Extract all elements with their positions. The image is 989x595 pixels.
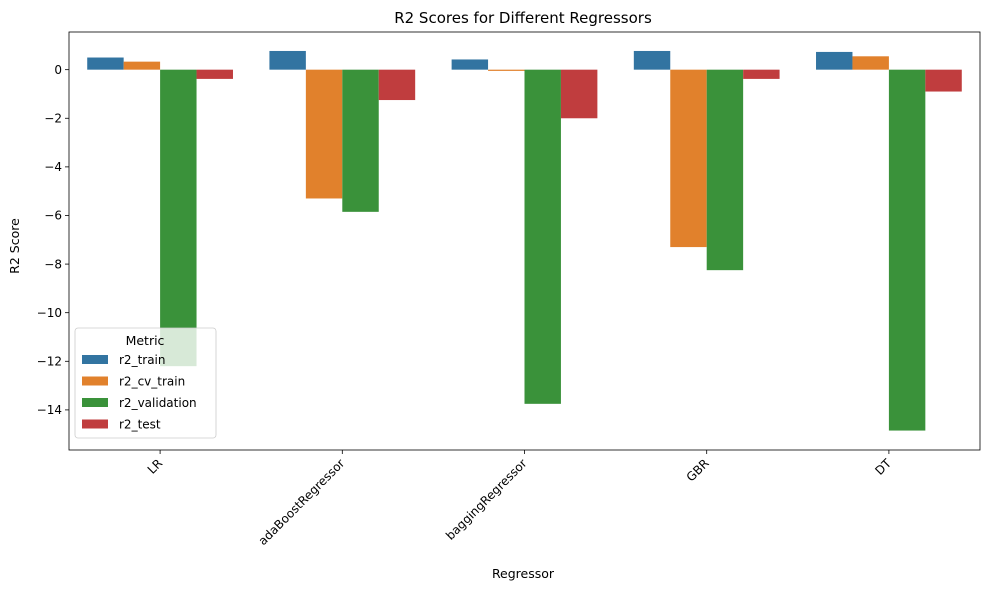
bars-layer xyxy=(87,50,962,431)
y-axis-label: R2 Score xyxy=(7,218,22,274)
bar-r2_cv_train-adaBoostRegressor xyxy=(305,69,343,199)
bar-r2_train-DT xyxy=(816,51,853,70)
bar-r2_cv_train-baggingRegressor xyxy=(488,69,525,71)
bar-r2_cv_train-GBR xyxy=(670,69,707,248)
y-tick-label: −2 xyxy=(44,111,62,125)
bar-r2_train-LR xyxy=(87,57,124,70)
legend-swatch-r2_train xyxy=(82,355,108,364)
y-tick-label: −4 xyxy=(44,160,62,174)
y-tick-label: −10 xyxy=(37,306,62,320)
legend-box xyxy=(74,327,217,439)
y-tick-label: 0 xyxy=(54,63,62,77)
plot-frame xyxy=(68,31,981,451)
y-tick-label: −14 xyxy=(37,403,62,417)
x-axis-label: Regressor xyxy=(492,566,555,581)
legend-label-r2_cv_train: r2_cv_train xyxy=(119,375,185,389)
bar-r2_test-DT xyxy=(925,69,962,92)
legend-label-r2_validation: r2_validation xyxy=(119,396,197,410)
chart-title: R2 Scores for Different Regressors xyxy=(394,9,652,27)
bar-r2_test-adaBoostRegressor xyxy=(378,69,416,101)
legend-swatch-r2_validation xyxy=(82,398,108,407)
legend-title: Metric xyxy=(126,333,165,348)
legend-label-r2_test: r2_test xyxy=(119,418,161,432)
bar-r2_validation-LR xyxy=(160,69,197,367)
x-tick-label: GBR xyxy=(684,456,712,484)
bar-r2_test-baggingRegressor xyxy=(560,69,598,119)
bar-r2_validation-baggingRegressor xyxy=(524,69,561,404)
bar-r2_validation-DT xyxy=(888,69,926,431)
y-tick-label: −8 xyxy=(44,257,62,271)
bar-r2_train-GBR xyxy=(633,50,671,70)
x-tick-label: baggingRegressor xyxy=(443,456,530,543)
y-tick-label: −6 xyxy=(44,209,62,223)
bar-r2_validation-adaBoostRegressor xyxy=(342,69,379,212)
bar-r2_validation-GBR xyxy=(706,69,744,271)
legend-swatch-r2_cv_train xyxy=(82,376,108,386)
bar-r2_train-baggingRegressor xyxy=(451,59,489,70)
y-tick-label: −12 xyxy=(37,354,62,368)
bar-r2_cv_train-DT xyxy=(852,56,889,70)
x-tick-label: LR xyxy=(145,456,166,477)
legend-label-r2_train: r2_train xyxy=(119,353,166,367)
legend-swatch-r2_test xyxy=(82,419,108,429)
x-tick-label: adaBoostRegressor xyxy=(256,456,348,548)
bar-r2_test-LR xyxy=(196,69,233,79)
legend: Metric r2_train r2_cv_train r2_validation r2… xyxy=(74,327,217,439)
bar-r2_test-GBR xyxy=(743,69,780,79)
x-tick-label: DT xyxy=(872,456,894,478)
bar-r2_train-adaBoostRegressor xyxy=(269,50,306,70)
bar-r2_cv_train-LR xyxy=(123,61,161,70)
